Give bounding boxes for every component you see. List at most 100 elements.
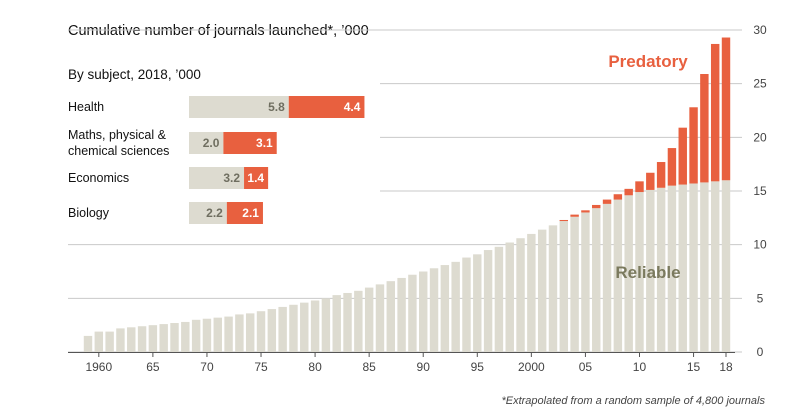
y-tick-label: 15 (753, 184, 767, 198)
bar-reliable-1987 (386, 281, 395, 352)
inset-bar-predatory (223, 132, 277, 154)
subject-label: Biology (68, 206, 110, 220)
bar-reliable-1980 (310, 300, 320, 352)
bar-reliable-1986 (375, 284, 385, 352)
bar-reliable-1999 (516, 238, 525, 352)
bar-reliable-1993 (451, 261, 460, 352)
y-tick-label: 30 (753, 23, 767, 37)
bar-reliable-2015 (689, 183, 698, 352)
bar-reliable-2011 (646, 189, 655, 352)
y-axis: 0 5 10 15 20 25 30 (753, 23, 767, 359)
inset-value-predatory: 1.4 (247, 171, 264, 185)
x-tick-label: 2000 (518, 360, 545, 374)
bar-reliable-1959 (83, 335, 93, 352)
chart-title: Cumulative number of journals launched*,… (68, 23, 369, 39)
bar-reliable-1967 (170, 323, 179, 352)
x-tick-label: 75 (254, 360, 268, 374)
bar-predatory-2003 (559, 219, 569, 222)
y-tick-label: 20 (753, 130, 767, 144)
bar-predatory-2006 (592, 204, 601, 209)
bar-reliable-1975 (256, 311, 266, 352)
predatory-label: Predatory (608, 52, 688, 71)
bar-reliable-2002 (548, 225, 558, 352)
bar-predatory-2011 (646, 172, 655, 190)
bar-reliable-1976 (267, 309, 277, 352)
inset-bar-reliable (189, 96, 289, 118)
bar-reliable-1968 (181, 321, 190, 352)
bar-reliable-1979 (300, 302, 309, 352)
y-tick-label: 10 (753, 238, 767, 252)
inset-value-reliable: 5.8 (268, 100, 285, 114)
bar-reliable-1966 (159, 324, 168, 352)
bar-reliable-1997 (494, 246, 504, 352)
bar-reliable-1961 (105, 331, 114, 352)
bar-reliable-2006 (592, 208, 601, 352)
bar-reliable-1991 (429, 268, 439, 352)
bar-reliable-2003 (559, 221, 569, 352)
inset-value-predatory: 3.1 (256, 136, 273, 150)
bar-reliable-1978 (289, 304, 298, 352)
bar-reliable-2017 (710, 181, 720, 352)
inset-value-predatory: 2.1 (242, 206, 259, 220)
bar-reliable-1974 (245, 313, 255, 352)
bar-predatory-2008 (613, 194, 623, 200)
inset-bar-predatory (244, 167, 269, 189)
x-tick-label: 18 (719, 360, 733, 374)
bar-predatory-2018 (721, 37, 731, 181)
bar-reliable-1962 (116, 328, 125, 352)
bar-predatory-2009 (624, 188, 633, 196)
inset-value-reliable: 3.2 (223, 171, 240, 185)
inset-bar-predatory (226, 202, 263, 224)
bar-reliable-1985 (364, 287, 374, 352)
bar-reliable-2009 (624, 195, 633, 352)
bar-reliable-1969 (191, 319, 201, 352)
bar-reliable-1994 (462, 257, 471, 352)
bar-reliable-2001 (537, 229, 547, 352)
bar-reliable-2000 (527, 233, 536, 352)
bar-reliable-2007 (602, 203, 612, 352)
x-tick-label: 15 (687, 360, 701, 374)
bar-reliable-1970 (202, 318, 212, 352)
bar-reliable-1971 (213, 317, 222, 352)
footnote: *Extrapolated from a random sample of 4,… (501, 395, 765, 407)
x-tick-label: 1960 (85, 360, 112, 374)
bar-reliable-1977 (278, 306, 287, 352)
subject-label: Economics (68, 171, 129, 185)
bar-reliable-1988 (397, 277, 406, 352)
x-tick-label: 70 (200, 360, 214, 374)
bar-predatory-2013 (667, 148, 677, 186)
inset-value-reliable: 2.0 (203, 136, 220, 150)
bars (83, 37, 731, 352)
bar-reliable-1990 (419, 271, 428, 352)
subject-label: Maths, physical & chemical sciences (68, 128, 169, 158)
bar-predatory-2017 (710, 43, 720, 182)
bar-predatory-2004 (570, 214, 579, 217)
inset-bar-reliable (189, 167, 245, 189)
bar-reliable-1983 (343, 292, 352, 352)
bar-predatory-2012 (656, 162, 666, 188)
bar-predatory-2016 (700, 74, 709, 183)
bar-reliable-1973 (235, 314, 244, 352)
bar-reliable-1995 (473, 254, 482, 352)
bar-reliable-1981 (321, 298, 331, 352)
bar-predatory-2007 (602, 199, 612, 204)
bar-reliable-2018 (721, 180, 731, 352)
reliable-label: Reliable (615, 263, 680, 282)
bar-reliable-1960 (94, 331, 104, 352)
bar-reliable-2008 (613, 199, 623, 352)
bar-reliable-1965 (148, 325, 158, 352)
x-tick-label: 65 (146, 360, 160, 374)
bar-reliable-2010 (635, 192, 644, 352)
inset-value-reliable: 2.2 (206, 206, 223, 220)
inset-bar-reliable (189, 132, 224, 154)
x-tick-label: 95 (471, 360, 485, 374)
x-tick-label: 10 (633, 360, 647, 374)
bar-reliable-1963 (127, 327, 136, 352)
y-tick-label: 0 (757, 345, 764, 359)
bar-reliable-1989 (408, 274, 417, 352)
bar-reliable-2014 (678, 184, 687, 352)
inset-title: By subject, 2018, ’000 (68, 67, 201, 82)
bar-reliable-1996 (483, 250, 493, 352)
inset-value-predatory: 4.4 (344, 100, 361, 114)
